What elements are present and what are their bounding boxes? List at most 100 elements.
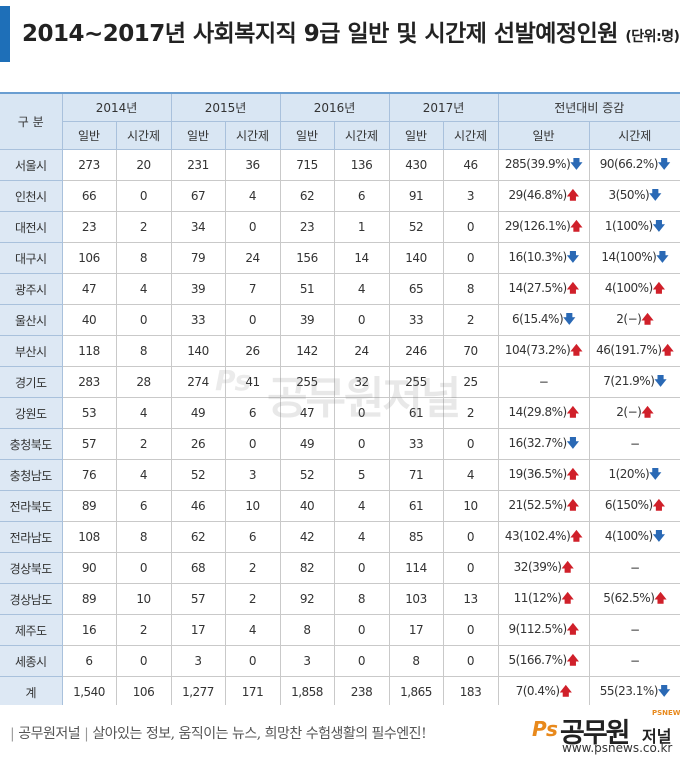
value-cell: 136 bbox=[334, 149, 390, 181]
value-cell: 140 bbox=[389, 242, 444, 274]
value-cell: 2 bbox=[225, 552, 281, 584]
table-header-years: 구 분 2014년 2015년 2016년 2017년 전년대비 증감 bbox=[0, 92, 680, 150]
change-value: 1(20%) bbox=[608, 466, 650, 481]
change-general-cell: 6(15.4%)🡇 bbox=[498, 304, 590, 336]
value-cell: 40 bbox=[62, 304, 117, 336]
value-cell: 4 bbox=[443, 459, 499, 491]
arrow-up-icon: 🡅 bbox=[652, 497, 665, 512]
value-cell: 65 bbox=[389, 273, 444, 305]
value-cell: 67 bbox=[171, 180, 226, 212]
change-general-cell: 16(10.3%)🡇 bbox=[498, 242, 590, 274]
value-cell: 17 bbox=[171, 614, 226, 646]
change-value: 29(126.1%) bbox=[504, 218, 571, 233]
value-cell: 4 bbox=[116, 273, 172, 305]
value-cell: 16 bbox=[62, 614, 117, 646]
value-cell: 1 bbox=[334, 211, 390, 243]
table-row: 경상북도 90 0 68 2 82 0 114 0 32(39%)🡅 − bbox=[0, 552, 680, 584]
change-value: 14(29.8%) bbox=[508, 404, 567, 419]
arrow-down-icon: 🡇 bbox=[566, 249, 579, 264]
value-cell: 430 bbox=[389, 149, 444, 181]
change-general-cell: 104(73.2%)🡅 bbox=[498, 335, 590, 367]
logo-small-text: PSNEWS bbox=[652, 709, 680, 717]
subheader-parttime: 시간제 bbox=[225, 121, 281, 150]
region-cell: 충청북도 bbox=[0, 428, 63, 460]
arrow-up-icon: 🡅 bbox=[570, 218, 583, 233]
change-value: 21(52.5%) bbox=[508, 497, 567, 512]
table-row: 충청남도 76 4 52 3 52 5 71 4 19(36.5%)🡅 1(20%)🡇 bbox=[0, 459, 680, 491]
value-cell: 17 bbox=[389, 614, 444, 646]
table-row: 울산시 40 0 33 0 39 0 33 2 6(15.4%)🡇 2(−)🡅 bbox=[0, 304, 680, 336]
change-value: 5(62.5%) bbox=[603, 590, 655, 605]
value-cell: 62 bbox=[171, 521, 226, 553]
value-cell: 8 bbox=[116, 335, 172, 367]
arrow-down-icon: 🡇 bbox=[654, 373, 667, 388]
value-cell: 36 bbox=[225, 149, 281, 181]
change-general-cell: − bbox=[498, 366, 590, 398]
value-cell: 6 bbox=[62, 645, 117, 677]
value-cell: 4 bbox=[334, 490, 390, 522]
logo-sub-text: 저널 bbox=[642, 727, 672, 746]
value-cell: 26 bbox=[171, 428, 226, 460]
value-cell: 118 bbox=[62, 335, 117, 367]
table-row: 전라북도 89 6 46 10 40 4 61 10 21(52.5%)🡅 6(150%)🡅 bbox=[0, 490, 680, 522]
change-value: 7(21.9%) bbox=[603, 373, 655, 388]
value-cell: 3 bbox=[443, 180, 499, 212]
arrow-up-icon: 🡅 bbox=[561, 590, 574, 605]
value-cell: 231 bbox=[171, 149, 226, 181]
subheader-parttime: 시간제 bbox=[589, 121, 680, 150]
arrow-up-icon: 🡅 bbox=[570, 528, 583, 543]
change-value: 4(100%) bbox=[604, 528, 653, 543]
change-value: − bbox=[538, 375, 549, 389]
value-cell: 4 bbox=[334, 273, 390, 305]
change-parttime-cell: 1(20%)🡇 bbox=[589, 459, 680, 491]
value-cell: 47 bbox=[62, 273, 117, 305]
table-row: 광주시 47 4 39 7 51 4 65 8 14(27.5%)🡅 4(100%)🡅 bbox=[0, 273, 680, 305]
value-cell: 89 bbox=[62, 490, 117, 522]
change-value: 14(100%) bbox=[601, 249, 657, 264]
value-cell: 0 bbox=[116, 180, 172, 212]
value-cell: 3 bbox=[225, 459, 281, 491]
value-cell: 283 bbox=[62, 366, 117, 398]
change-general-cell: 285(39.9%)🡇 bbox=[498, 149, 590, 181]
value-cell: 47 bbox=[280, 397, 335, 429]
change-value: 14(27.5%) bbox=[508, 280, 567, 295]
value-cell: 8 bbox=[389, 645, 444, 677]
value-cell: 0 bbox=[225, 304, 281, 336]
value-cell: 34 bbox=[171, 211, 226, 243]
footer-brand: 공무원저널 bbox=[18, 726, 81, 742]
value-cell: 10 bbox=[443, 490, 499, 522]
region-cell: 경상북도 bbox=[0, 552, 63, 584]
arrow-up-icon: 🡅 bbox=[566, 187, 579, 202]
arrow-down-icon: 🡇 bbox=[566, 435, 579, 450]
change-value: − bbox=[629, 437, 640, 451]
table-row: 인천시 66 0 67 4 62 6 91 3 29(46.8%)🡅 3(50%)🡇 bbox=[0, 180, 680, 212]
value-cell: 0 bbox=[334, 428, 390, 460]
value-cell: 246 bbox=[389, 335, 444, 367]
value-cell: 5 bbox=[334, 459, 390, 491]
table-body: 서울시 273 20 231 36 715 136 430 46 285(39.9%)🡇 90(66… bbox=[0, 149, 680, 709]
region-cell: 광주시 bbox=[0, 273, 63, 305]
value-cell: 57 bbox=[62, 428, 117, 460]
value-cell: 46 bbox=[171, 490, 226, 522]
value-cell: 61 bbox=[389, 397, 444, 429]
value-cell: 39 bbox=[171, 273, 226, 305]
change-general-cell: 14(29.8%)🡅 bbox=[498, 397, 590, 429]
value-cell: 46 bbox=[443, 149, 499, 181]
value-cell: 33 bbox=[389, 428, 444, 460]
subheader-general: 일반 bbox=[280, 121, 335, 150]
value-cell: 156 bbox=[280, 242, 335, 274]
arrow-up-icon: 🡅 bbox=[641, 404, 654, 419]
value-cell: 68 bbox=[171, 552, 226, 584]
change-parttime-cell: − bbox=[589, 614, 680, 646]
header-region-label: 구 분 bbox=[0, 92, 63, 150]
region-cell: 인천시 bbox=[0, 180, 63, 212]
value-cell: 24 bbox=[225, 242, 281, 274]
value-cell: 0 bbox=[443, 614, 499, 646]
title-unit: (단위:명) bbox=[625, 29, 680, 45]
change-value: 6(150%) bbox=[604, 497, 653, 512]
change-parttime-cell: 90(66.2%)🡇 bbox=[589, 149, 680, 181]
table-header-subs: 일반 시간제 일반 시간제 일반 시간제 일반 시간제 일반 시간제 bbox=[0, 121, 680, 150]
value-cell: 10 bbox=[116, 583, 172, 615]
region-cell: 전라남도 bbox=[0, 521, 63, 553]
table-row: 경상남도 89 10 57 2 92 8 103 13 11(12%)🡅 5(62.5%)🡅 bbox=[0, 583, 680, 615]
